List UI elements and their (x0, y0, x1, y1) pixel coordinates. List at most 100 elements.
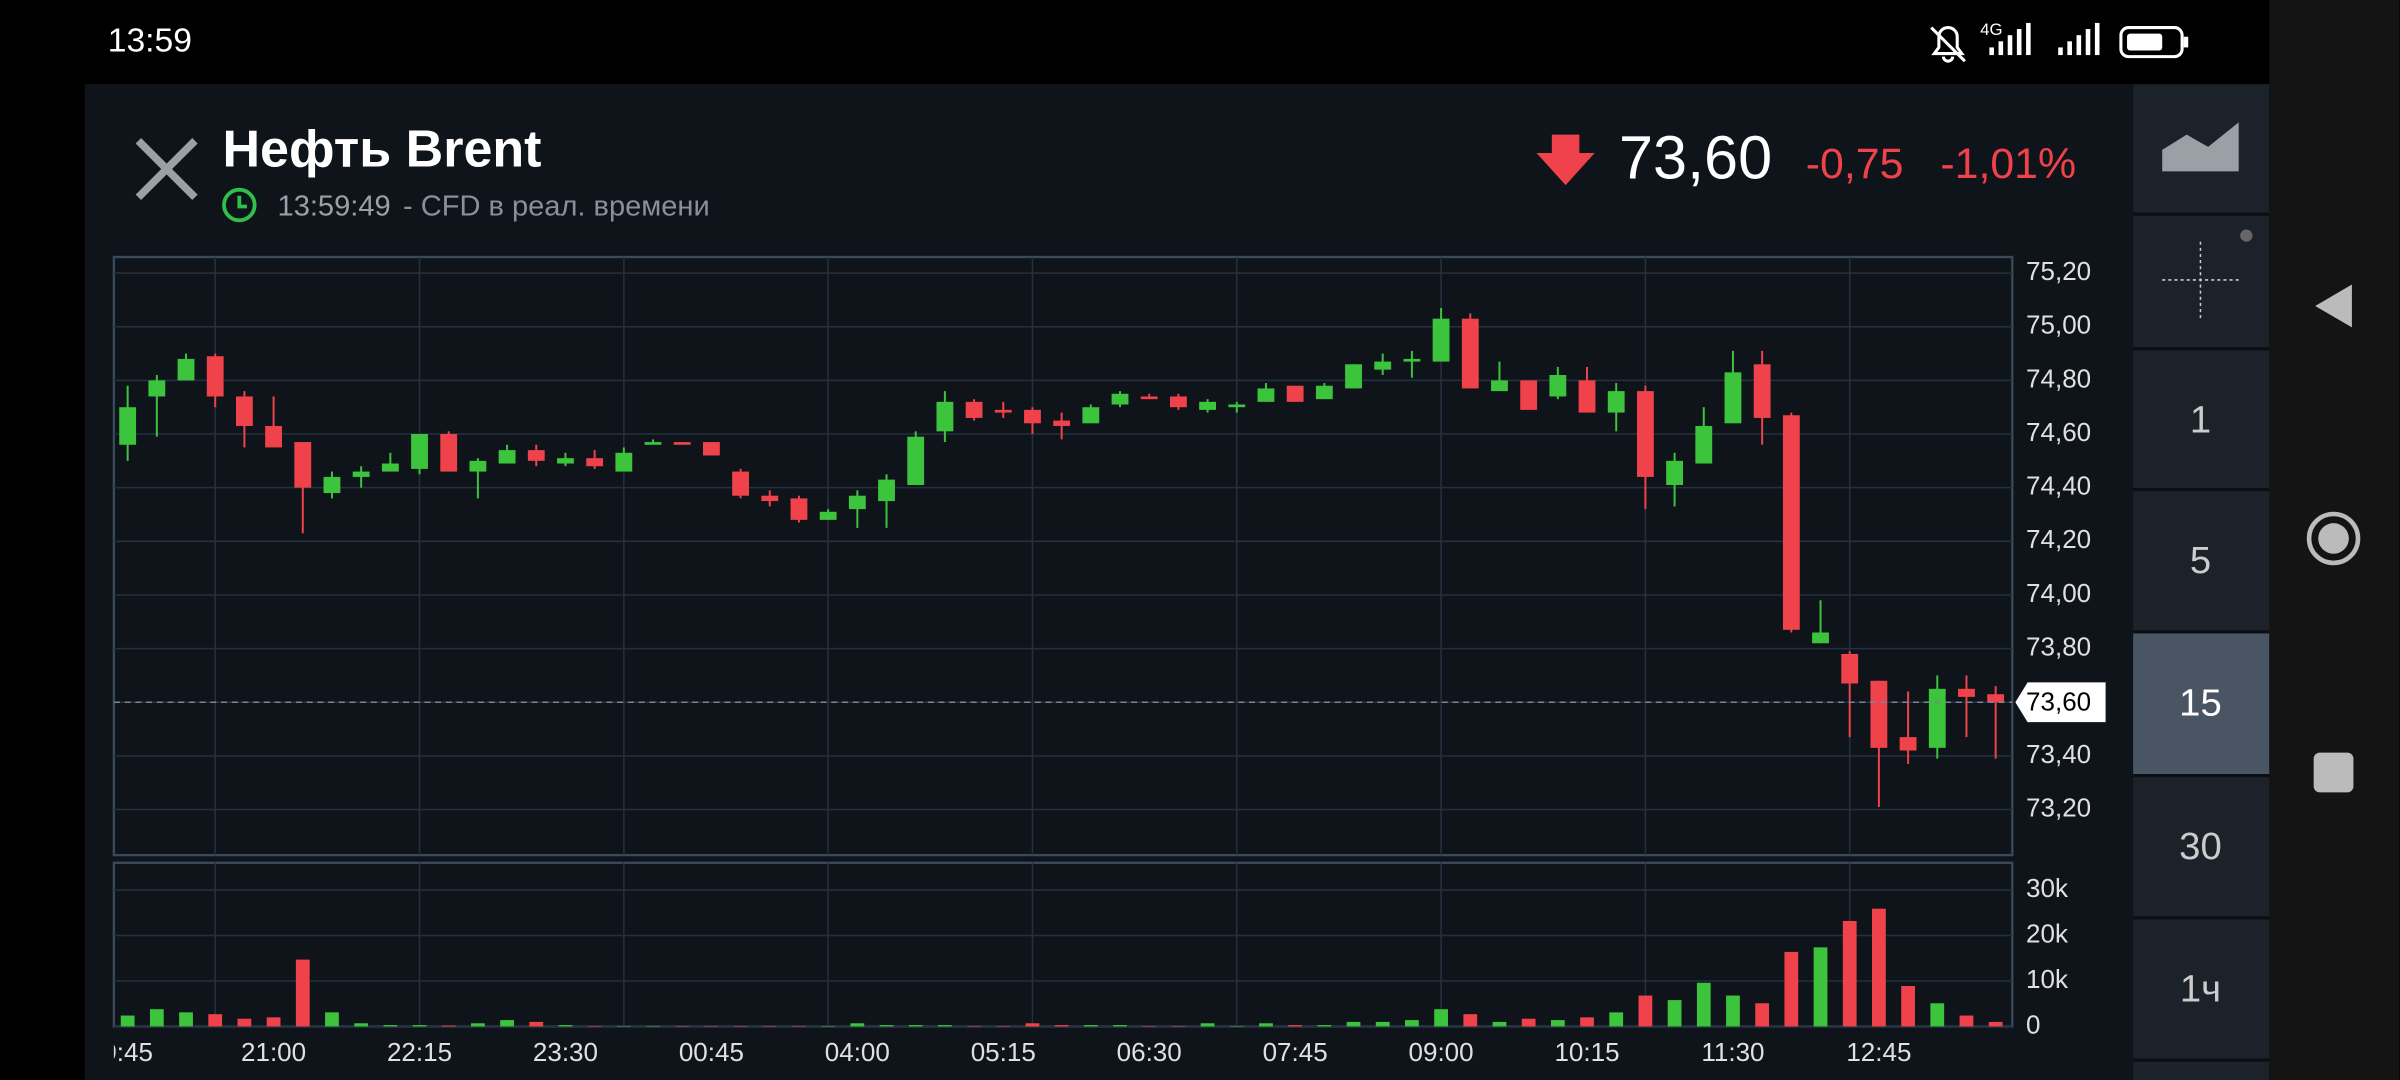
interval-button[interactable] (2133, 777, 2270, 918)
quote-time: 13:59:49 (278, 191, 391, 223)
volume-bar (1550, 1020, 1565, 1027)
volume-bar (1784, 951, 1799, 1027)
volume-bar (1083, 1025, 1098, 1027)
nav-back[interactable] (2315, 284, 2352, 328)
crosshair-button[interactable] (2162, 229, 2253, 319)
volume-bar (1930, 1003, 1945, 1027)
labels: 73,20 73,40 73,60 73,80 74,00 74,20 74,40 74,60… (102, 256, 2106, 1067)
volume-bar (354, 1023, 369, 1027)
y-tick-label: 73,20 (2026, 792, 2091, 822)
candle-body (1928, 688, 1946, 748)
candle-body (1607, 391, 1625, 413)
x-tick-label: 04:00 (825, 1037, 890, 1067)
volume-bar (1609, 1012, 1624, 1027)
instrument-title: Нефть Brent (222, 121, 541, 179)
volume-bar (1813, 947, 1828, 1027)
volume-bar (1288, 1025, 1303, 1027)
volume-bar (1638, 995, 1653, 1027)
volume-bar (1054, 1025, 1069, 1027)
interval-button[interactable] (2133, 633, 2270, 775)
candle-body (790, 498, 808, 520)
volume-bar (1025, 1023, 1040, 1027)
candle-body (702, 442, 720, 456)
candle-body (1199, 401, 1217, 410)
candle-body (644, 442, 662, 445)
candle-body (1432, 318, 1450, 362)
y-tick-label: 74,20 (2026, 524, 2091, 554)
candle-body (1286, 385, 1304, 402)
volume-bar (1434, 1009, 1448, 1027)
volume-bar (1959, 1015, 1974, 1027)
interval-label[interactable]: 30 (2179, 825, 2222, 868)
volume-bar (1521, 1018, 1536, 1027)
candle-body (352, 471, 370, 477)
candle-body (119, 407, 137, 445)
candle-body (936, 401, 954, 432)
volume-bar (1901, 985, 1915, 1027)
volume-tick-label: 20k (2026, 918, 2069, 948)
interval-button[interactable] (2133, 919, 2270, 1061)
volume-tick-label: 0 (2026, 1009, 2040, 1039)
candle-body (732, 471, 750, 496)
candle-body (1870, 680, 1888, 748)
volume-bar (1696, 982, 1711, 1027)
chart-type-button[interactable] (2162, 122, 2239, 172)
nav-home[interactable] (2306, 511, 2361, 566)
candle-body (819, 511, 837, 520)
status-time: 13:59 (108, 23, 192, 60)
interval-label[interactable]: 1ч (2180, 967, 2221, 1010)
interval-button[interactable] (2133, 350, 2270, 492)
candle-body (235, 396, 253, 426)
candle-body (440, 434, 458, 472)
candle-body (1111, 393, 1129, 405)
candle-body (1228, 404, 1246, 408)
volume-bar (1872, 908, 1886, 1027)
candle-body (294, 442, 312, 488)
interval-button[interactable] (2133, 491, 2270, 632)
candle-body (1841, 653, 1859, 684)
candle-body (498, 450, 516, 464)
y-tick-label: 74,80 (2026, 363, 2091, 393)
volume-bar (1200, 1023, 1215, 1027)
y-tick-label: 75,20 (2026, 256, 2091, 286)
x-tick-label: 06:30 (1117, 1037, 1182, 1067)
candle-body (1053, 420, 1071, 426)
x-tick-label: 9:45 (102, 1037, 153, 1067)
status-icons (1930, 22, 2189, 63)
candle-body (1140, 396, 1158, 400)
volume-bar (266, 1017, 281, 1027)
candle-body (1461, 318, 1479, 389)
last-price-label: 73,60 (2026, 687, 2091, 717)
candle-body (148, 380, 166, 397)
candle-body (1666, 460, 1684, 485)
x-tick-label: 05:15 (971, 1037, 1036, 1067)
volume-bar (1580, 1017, 1594, 1027)
nav-recents[interactable] (2313, 752, 2354, 793)
candle-body (1782, 415, 1800, 630)
candle-body (1082, 407, 1100, 424)
volume-bar (471, 1023, 485, 1027)
price-change-pct: -1,01% (1940, 140, 2076, 188)
price-change: -0,75 (1806, 140, 1904, 188)
candle-body (615, 452, 633, 472)
candle-body (1403, 358, 1421, 362)
volume-bar (1667, 1000, 1682, 1027)
volume-bar (1492, 1021, 1507, 1027)
interval-label[interactable]: 5 (2190, 539, 2211, 582)
interval-label[interactable]: 1 (2190, 398, 2211, 441)
candle-body (1315, 385, 1333, 400)
candle-body (761, 495, 779, 502)
volume-bar (1842, 920, 1857, 1027)
candle-body (1753, 364, 1771, 418)
interval-label[interactable]: 15 (2179, 681, 2222, 724)
y-tick-label: 75,00 (2026, 310, 2091, 340)
candle-body (1958, 688, 1975, 697)
volume-bar (1405, 1020, 1419, 1027)
candle-body (1024, 409, 1041, 424)
volume-bar (500, 1020, 514, 1027)
volume-bar (879, 1025, 894, 1027)
volume-bar (1346, 1021, 1361, 1027)
price: 73,60 (1619, 123, 1772, 191)
close-button[interactable] (135, 138, 198, 201)
